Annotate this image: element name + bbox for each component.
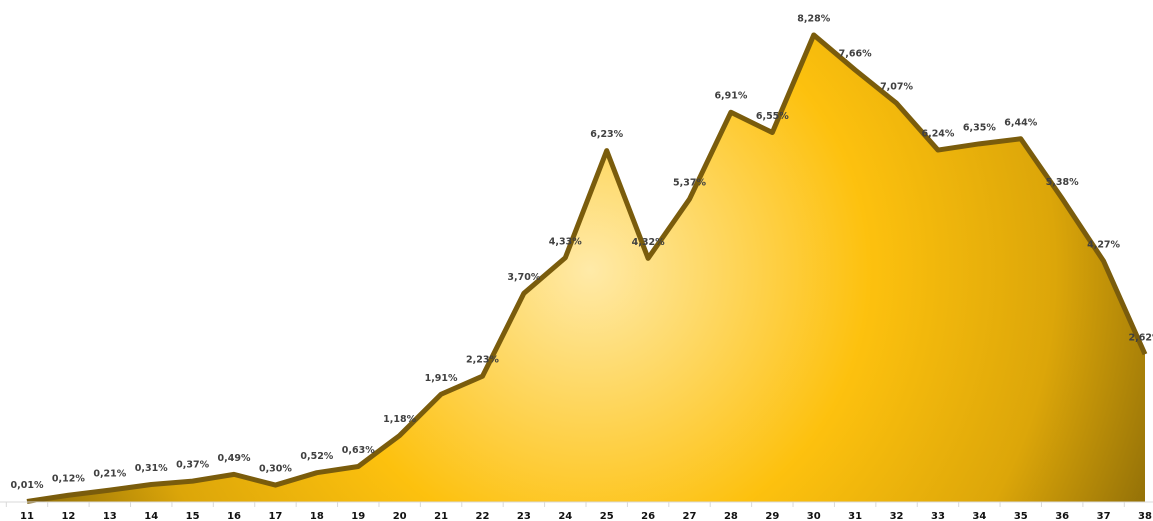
data-label: 0,12% [52,474,85,485]
x-tick-label: 29 [765,511,779,521]
data-label: 6,55% [756,111,789,122]
data-label: 6,24% [921,129,954,140]
x-tick-label: 11 [20,511,34,521]
data-label: 2,23% [466,355,499,366]
x-tick-label: 30 [807,511,821,521]
x-tick-label: 21 [434,511,448,521]
data-label: 2,62% [1129,333,1153,344]
data-label: 4,33% [549,236,582,247]
data-label: 4,32% [632,237,665,248]
data-label: 5,37% [673,178,706,189]
data-label: 6,44% [1004,117,1037,128]
x-tick-label: 27 [683,511,697,521]
data-label: 3,70% [507,272,540,283]
x-tick-label: 28 [724,511,738,521]
data-label: 0,31% [135,463,168,474]
data-label: 0,37% [176,460,209,471]
x-tick-label: 33 [931,511,945,521]
data-label: 0,01% [11,480,44,491]
x-tick-label: 16 [227,511,241,521]
x-tick-label: 35 [1014,511,1028,521]
x-tick-label: 19 [351,511,365,521]
data-label: 4,27% [1087,240,1120,251]
data-label: 0,63% [342,445,375,456]
data-label: 0,49% [218,453,251,464]
data-label: 0,21% [93,469,126,480]
x-tick-label: 38 [1138,511,1152,521]
x-tick-label: 17 [268,511,282,521]
data-label: 1,18% [383,414,416,425]
data-label: 6,23% [590,129,623,140]
x-tick-label: 22 [476,511,490,521]
x-tick-label: 12 [61,511,75,521]
x-tick-label: 36 [1055,511,1069,521]
area-line [26,32,1148,504]
data-label: 0,30% [259,464,292,475]
x-tick-label: 37 [1097,511,1111,521]
x-tick-label: 24 [558,511,572,521]
data-label: 6,91% [714,91,747,102]
data-label: 5,38% [1046,177,1079,188]
area-fill [27,34,1145,502]
data-label: 6,35% [963,122,996,133]
data-label: 7,66% [839,48,872,59]
x-tick-label: 25 [600,511,614,521]
x-tick-label: 26 [641,511,655,521]
x-tick-label: 18 [310,511,324,521]
x-tick-label: 31 [848,511,862,521]
data-label: 8,28% [797,13,830,24]
x-tick-label: 32 [890,511,904,521]
data-label: 7,07% [880,82,913,93]
x-tick-label: 34 [972,511,986,521]
x-tick-label: 23 [517,511,531,521]
x-tick-label: 15 [186,511,200,521]
x-tick-label: 13 [103,511,117,521]
x-tick-label: 20 [393,511,407,521]
data-label: 0,52% [300,451,333,462]
x-tick-label: 14 [144,511,158,521]
data-label: 1,91% [425,373,458,384]
